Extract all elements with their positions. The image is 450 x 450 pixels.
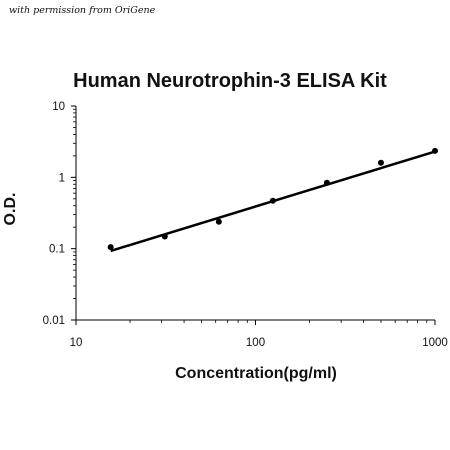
x-axis-ticks: 10 100 1000 (70, 320, 448, 349)
x-tick-label: 1000 (422, 337, 448, 349)
chart-title: Human Neurotrophin-3 ELISA Kit (73, 70, 387, 92)
data-point (377, 159, 384, 166)
data-point (161, 233, 168, 240)
x-axis-title: Concentration(pg/ml) (175, 365, 337, 382)
y-tick-label: 0.1 (49, 244, 65, 256)
data-point (107, 244, 114, 251)
y-tick-label: 1 (59, 172, 65, 184)
plot-area (75, 106, 435, 321)
watermark: with permission from OriGene (9, 5, 156, 16)
data-point (215, 218, 222, 225)
y-axis-ticks: 10 1 0.1 0.01 (43, 101, 76, 327)
x-tick-label: 10 (70, 337, 83, 349)
data-points (107, 147, 438, 251)
data-point (323, 179, 330, 186)
y-axis-title: O.D. (2, 193, 19, 226)
data-point (432, 147, 438, 154)
y-tick-label: 0.01 (43, 315, 65, 327)
x-tick-label: 100 (246, 337, 265, 349)
data-point (269, 197, 276, 204)
y-tick-label: 10 (52, 101, 65, 113)
